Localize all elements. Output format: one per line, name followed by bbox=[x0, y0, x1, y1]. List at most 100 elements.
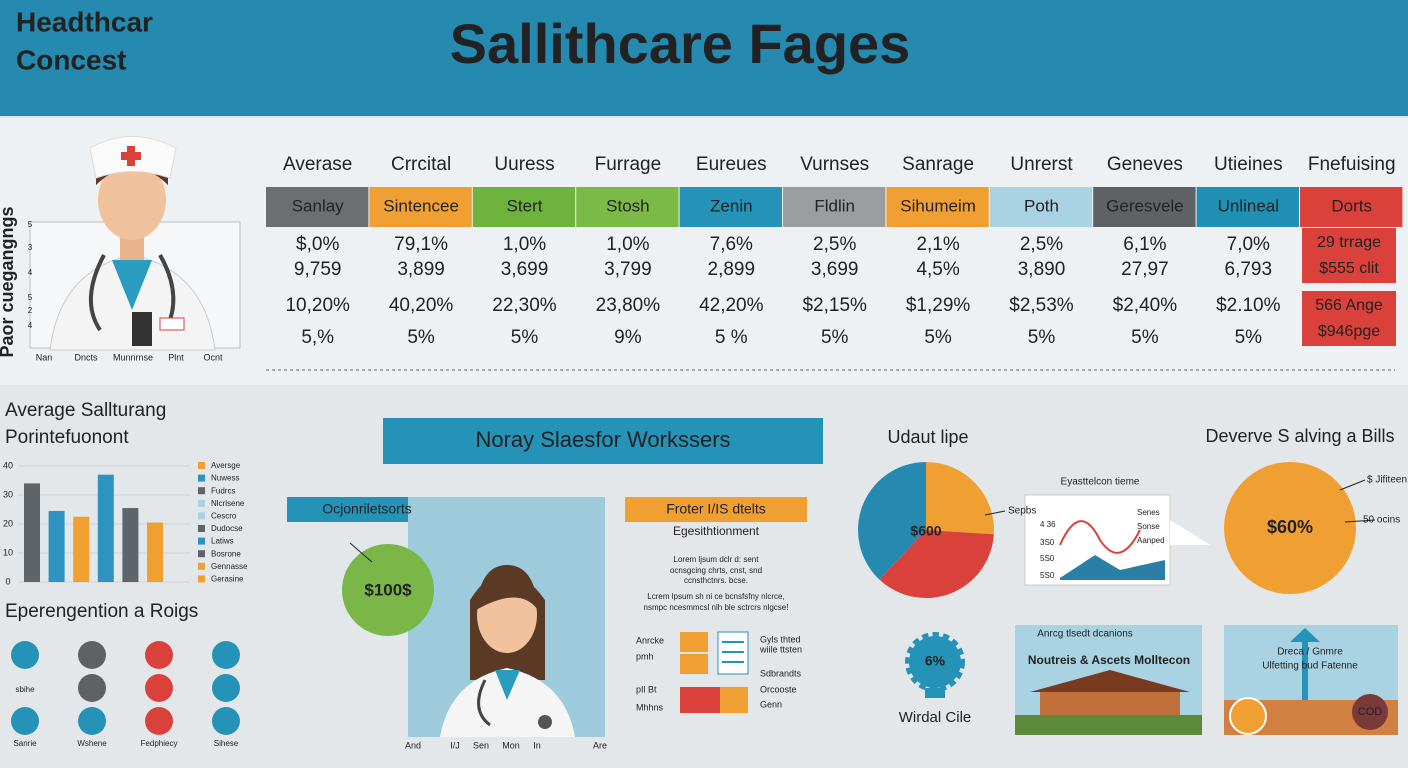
y-axis-label: Paor cuegangngs bbox=[0, 206, 17, 357]
column-header: Utieines bbox=[1214, 154, 1283, 175]
city-illustration bbox=[1224, 628, 1398, 735]
cell: 3,699 bbox=[501, 259, 549, 280]
cell: 5% bbox=[821, 327, 849, 348]
cell: 7,0% bbox=[1227, 234, 1270, 255]
icon-label: sbihe bbox=[15, 685, 35, 694]
bills-circle bbox=[1224, 462, 1356, 594]
chart-title: Average Sallturang bbox=[5, 400, 166, 421]
legend-swatch bbox=[198, 487, 205, 495]
pie-slice bbox=[858, 462, 926, 580]
box-subtitle: Egesithtionment bbox=[673, 524, 760, 538]
cell: 1,0% bbox=[503, 234, 546, 255]
side-box-text: 29 trrage bbox=[1317, 234, 1381, 251]
paragraph-line: Lorem ljsum dclr d: sent bbox=[674, 555, 760, 564]
side-box bbox=[1302, 291, 1396, 346]
cell: 9% bbox=[614, 327, 642, 348]
cell: $2.10% bbox=[1216, 295, 1281, 316]
icon-label: Sihese bbox=[214, 739, 239, 748]
brand: Concest bbox=[16, 44, 126, 75]
pie-center-label: $600 bbox=[910, 523, 941, 539]
axis-label: 4 36 bbox=[1040, 520, 1056, 529]
side-box-text: $946pge bbox=[1318, 323, 1380, 340]
icon bbox=[78, 674, 106, 702]
cell: 5% bbox=[407, 327, 435, 348]
icon-label: Wshene bbox=[77, 739, 107, 748]
column-band bbox=[679, 187, 782, 227]
cell: $1,29% bbox=[906, 295, 971, 316]
brand: Headthcar bbox=[16, 6, 153, 37]
pie-callout: Sepbs bbox=[1008, 506, 1036, 517]
icon bbox=[145, 707, 173, 735]
y-tick-label: 4 bbox=[28, 268, 33, 277]
legend-label: Nuwess bbox=[211, 474, 239, 483]
y-tick-label: 20 bbox=[3, 518, 13, 528]
y-tick-label: 3 bbox=[28, 243, 33, 252]
chart-subtitle: Porintefuonont bbox=[5, 427, 129, 448]
band-label: Stert bbox=[507, 196, 543, 215]
gear-icon bbox=[905, 632, 965, 698]
column-header: Eureues bbox=[696, 154, 767, 175]
bar bbox=[97, 474, 114, 582]
legend-swatch bbox=[198, 462, 205, 469]
amount: $100$ bbox=[364, 580, 412, 599]
page-title: Sallithcare Fages bbox=[450, 12, 911, 75]
cell: 2,899 bbox=[708, 259, 756, 280]
icon bbox=[212, 707, 240, 735]
legend-label: Senes bbox=[1137, 508, 1160, 517]
item-label: wiile ttsten bbox=[759, 644, 802, 654]
column-header: Averase bbox=[283, 154, 352, 175]
column-header: Geneves bbox=[1107, 154, 1183, 175]
cell: 4,5% bbox=[916, 259, 959, 280]
box-title: Froter I/IS dtelts bbox=[666, 501, 766, 517]
band-label: Sintencee bbox=[383, 196, 459, 215]
icon-label: Sanrie bbox=[13, 739, 37, 748]
bar bbox=[122, 508, 139, 582]
x-tick-label: Nan bbox=[36, 352, 53, 362]
cell: 2,5% bbox=[1020, 234, 1063, 255]
band-label: Poth bbox=[1024, 196, 1059, 215]
item-label: pmh bbox=[636, 651, 654, 661]
cell: 10,20% bbox=[285, 295, 350, 316]
cell: 27,97 bbox=[1121, 259, 1169, 280]
legend-swatch bbox=[198, 525, 205, 532]
legend-label: Gennasse bbox=[211, 562, 248, 571]
cell: 5% bbox=[1028, 327, 1056, 348]
column-header: Crrcital bbox=[391, 154, 451, 175]
bills-amount: $60% bbox=[1267, 517, 1313, 537]
building-illustration bbox=[1015, 670, 1202, 735]
column-band bbox=[989, 187, 1093, 227]
column-band bbox=[369, 187, 472, 227]
item-label: Gyls thted bbox=[760, 634, 801, 644]
item-label: Genn bbox=[760, 699, 782, 709]
cell: 3,890 bbox=[1018, 259, 1066, 280]
icon bbox=[78, 641, 106, 669]
time-curve bbox=[1059, 520, 1141, 554]
icon bbox=[11, 707, 39, 735]
gear-value: 6% bbox=[925, 653, 946, 669]
workers-banner bbox=[383, 418, 823, 464]
band-label: Zenin bbox=[710, 196, 753, 215]
legend-label: Bosrone bbox=[211, 549, 241, 558]
cell: 6,1% bbox=[1123, 234, 1166, 255]
chart-title: Udaut lipe bbox=[887, 427, 968, 447]
x-label: I/J bbox=[450, 740, 460, 750]
column-band bbox=[886, 187, 989, 227]
header-bar bbox=[0, 0, 1408, 116]
cell: 3,899 bbox=[397, 259, 445, 280]
section-title: Eperengention a Roigs bbox=[5, 601, 198, 622]
x-label: Sen bbox=[473, 740, 489, 750]
band-label: Fldlin bbox=[814, 196, 855, 215]
x-tick-label: Munnrnse bbox=[113, 352, 153, 362]
y-tick-label: 4 bbox=[28, 321, 33, 330]
legend-swatch bbox=[198, 474, 205, 482]
cell: 2,5% bbox=[813, 234, 856, 255]
cell: 5 % bbox=[715, 327, 748, 348]
tag-text: Ocjonriletsorts bbox=[322, 501, 411, 517]
icon bbox=[145, 674, 173, 702]
bills-note: 50 ocins bbox=[1363, 515, 1400, 526]
item-label: Sdbrandts bbox=[760, 668, 802, 678]
card-subtitle: Ulfetting bud Fatenne bbox=[1262, 661, 1358, 672]
card-badge: COD bbox=[1358, 706, 1383, 718]
legend-label: Cescro bbox=[211, 512, 237, 521]
cell: 5,% bbox=[301, 327, 334, 348]
